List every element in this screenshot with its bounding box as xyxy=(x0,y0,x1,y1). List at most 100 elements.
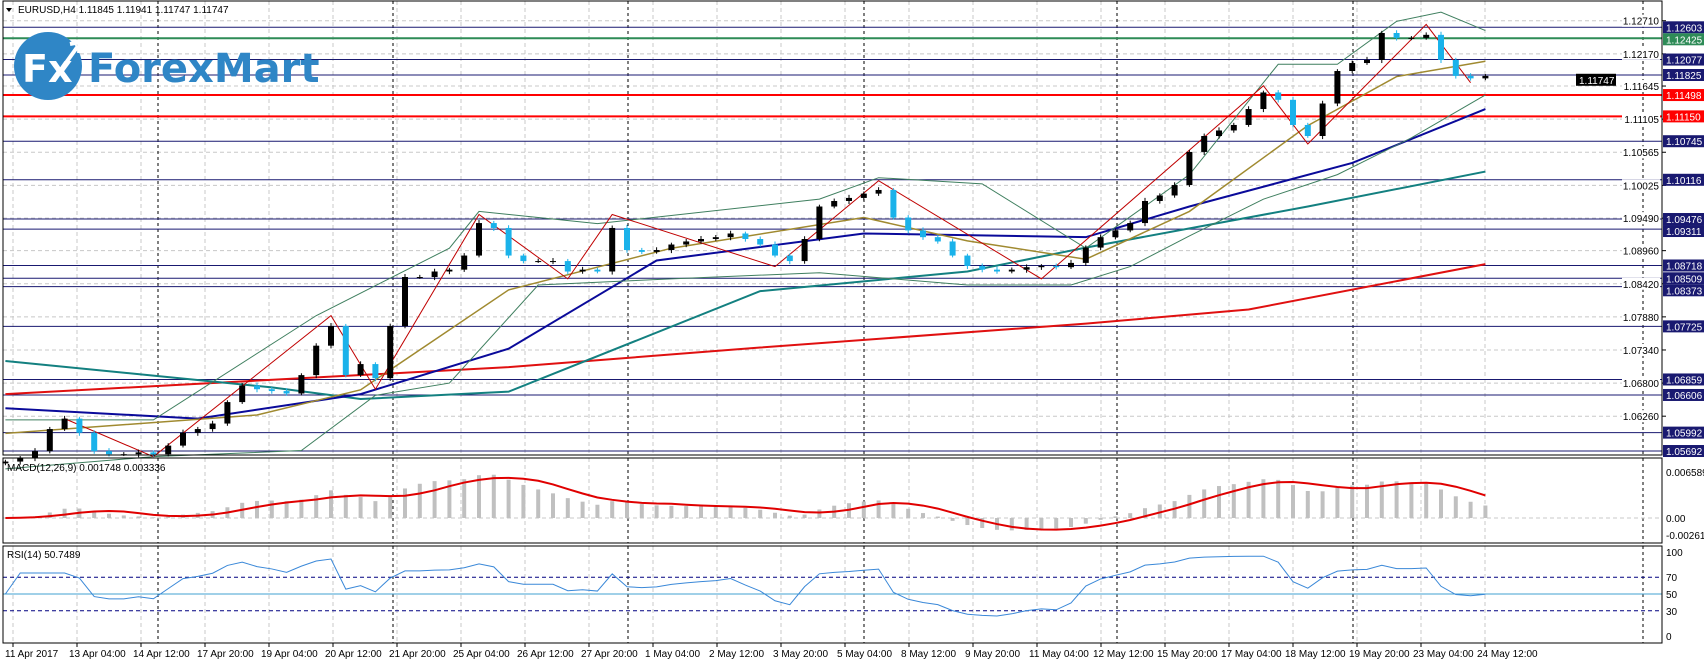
macd-histogram-bar xyxy=(151,517,156,518)
bear-candle xyxy=(890,188,897,220)
bull-candle xyxy=(135,449,142,458)
macd-histogram-bar xyxy=(906,508,911,518)
bull-candle xyxy=(875,187,882,196)
level-price-label: 1.10745 xyxy=(1666,137,1703,148)
price-tick-bg xyxy=(1622,343,1660,356)
bull-candle xyxy=(239,383,246,404)
level-price-label: 1.07725 xyxy=(1666,322,1703,333)
bull-candle xyxy=(431,268,438,281)
level-price-tag xyxy=(1663,445,1704,458)
chart-header: EURUSD,H4 1.11845 1.11941 1.11747 1.1174… xyxy=(6,5,229,16)
triangle-down-icon[interactable] xyxy=(6,8,12,12)
macd-histogram-bar xyxy=(1468,501,1473,518)
macd-histogram-bar xyxy=(1365,484,1369,518)
price-tick-label: 1.09490 xyxy=(1623,214,1660,225)
macd-histogram-bar xyxy=(639,504,644,518)
time-tick-label: 2 May 12:00 xyxy=(709,649,764,660)
time-tick-label: 17 Apr 20:00 xyxy=(197,649,254,660)
bull-candle xyxy=(1127,220,1134,233)
level-price-label: 1.05992 xyxy=(1666,429,1703,440)
price-tick-label: 1.10025 xyxy=(1623,181,1660,192)
bull-candle xyxy=(446,267,453,275)
bull-candle xyxy=(1349,60,1356,74)
band-lower-line xyxy=(5,94,1486,470)
band-upper-line xyxy=(5,11,1486,421)
bull-candle xyxy=(328,322,334,349)
price-tick-label: 1.11105 xyxy=(1624,115,1659,126)
time-tick-label: 11 Apr 2017 xyxy=(5,649,59,660)
macd-histogram-bar xyxy=(1024,518,1029,531)
bull-candle xyxy=(1038,264,1045,270)
bull-candle xyxy=(1245,106,1252,127)
bear-candle xyxy=(772,241,778,258)
macd-histogram-bar xyxy=(536,489,541,518)
macd-histogram-bar xyxy=(1276,479,1281,518)
bull-candle xyxy=(180,429,186,448)
price-tick-label: 1.06260 xyxy=(1623,412,1660,423)
bull-candle xyxy=(2,459,9,466)
logo-circle xyxy=(14,32,82,100)
candles xyxy=(2,30,1489,466)
price-tick-bg xyxy=(1622,47,1660,60)
bear-candle xyxy=(150,450,157,457)
bull-candle xyxy=(209,420,216,432)
time-axis: 11 Apr 2017 13 Apr 04:00 14 Apr 12:00 17 Ap… xyxy=(5,643,1538,660)
bear-candle xyxy=(757,236,764,247)
bear-candle xyxy=(594,267,601,274)
price-tick-label: 1.11645 xyxy=(1624,82,1660,93)
macd-histogram-bar xyxy=(1291,485,1295,518)
rsi-tick-label: 0 xyxy=(1666,632,1672,643)
level-price-label: 1.11825 xyxy=(1666,71,1702,82)
bull-candle xyxy=(402,273,408,329)
bear-candle xyxy=(934,235,941,244)
macd-histogram-bar xyxy=(580,501,585,518)
macd-histogram-bar xyxy=(876,500,881,518)
bull-candle xyxy=(712,235,719,241)
macd-label: MACD(12,26,9) 0.001748 0.003336 xyxy=(7,463,166,474)
bull-candle xyxy=(1423,32,1430,40)
bull-candle xyxy=(1112,228,1119,240)
level-price-label: 1.11498 xyxy=(1666,91,1702,102)
bull-candle xyxy=(698,235,704,244)
level-price-label: 1.12603 xyxy=(1666,23,1703,34)
level-price-label: 1.06606 xyxy=(1666,391,1703,402)
bear-candle xyxy=(564,258,571,275)
macd-histogram-bar xyxy=(1409,482,1414,518)
bear-candle xyxy=(1393,30,1400,41)
bull-candle xyxy=(535,258,542,263)
bull-candle xyxy=(550,258,556,265)
time-tick-label: 17 May 04:00 xyxy=(1221,649,1282,660)
level-price-tag xyxy=(1663,89,1704,102)
level-price-tag xyxy=(1663,33,1704,46)
panel-frame xyxy=(2,457,1663,544)
price-tick-bg xyxy=(1622,146,1660,159)
bull-candle xyxy=(461,253,468,272)
bear-candle xyxy=(624,224,630,253)
macd-histogram-bar xyxy=(491,474,496,518)
current-price-label: 1.11747 xyxy=(1579,76,1615,87)
level-price-label: 1.08509 xyxy=(1666,274,1703,285)
macd-histogram-bar xyxy=(329,490,333,518)
bull-candle xyxy=(683,239,690,248)
time-tick-label: 24 May 12:00 xyxy=(1477,649,1538,660)
bull-candle xyxy=(1156,193,1163,204)
level-price-label: 1.09311 xyxy=(1666,227,1702,238)
bull-candle xyxy=(1378,30,1385,64)
bull-candle xyxy=(1082,245,1089,266)
rsi-line xyxy=(4,555,1486,617)
macd-histogram-bar xyxy=(1453,496,1458,518)
macd-histogram-bar xyxy=(802,514,807,518)
bull-candle xyxy=(476,219,482,258)
bull-candle xyxy=(653,247,660,254)
grid xyxy=(3,1,1662,643)
level-price-tag xyxy=(1663,68,1704,81)
macd-histogram-bar xyxy=(1187,494,1192,518)
price-tick-bg xyxy=(1622,80,1660,93)
bull-candle xyxy=(1364,56,1370,65)
price-tick-bg xyxy=(1622,212,1660,225)
time-tick-label: 13 Apr 04:00 xyxy=(69,649,126,660)
macd-tick-label: 0.006589 xyxy=(1666,468,1704,479)
bear-candle xyxy=(372,362,379,382)
macd-histogram-bar xyxy=(462,479,467,518)
